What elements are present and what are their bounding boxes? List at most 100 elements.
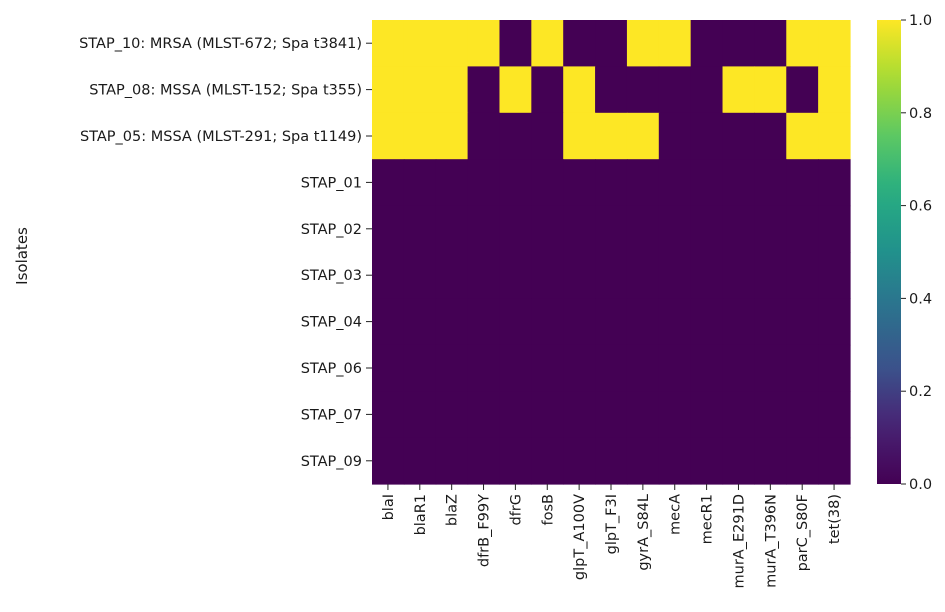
- heatmap-cell: [499, 344, 532, 392]
- heatmap-cell: [722, 252, 755, 299]
- heatmap-cell: [786, 205, 819, 253]
- heatmap-cell: [595, 205, 628, 253]
- heatmap-cell: [595, 391, 628, 439]
- heatmap-cell: [595, 437, 628, 485]
- heatmap-cell: [786, 20, 819, 67]
- heatmap-cell: [626, 252, 660, 299]
- heatmap-cell: [690, 159, 724, 207]
- heatmap-cell: [754, 112, 787, 160]
- heatmap-cell: [595, 112, 628, 160]
- heatmap-cell: [658, 205, 692, 253]
- heatmap-cell: [372, 112, 405, 160]
- colorbar-tick-label: 0.8: [909, 106, 932, 122]
- x-tick-label: dfrG: [508, 494, 524, 526]
- heatmap-cell: [818, 298, 851, 346]
- heatmap-cell: [626, 391, 660, 439]
- heatmap-cell: [818, 391, 851, 439]
- heatmap-cell: [435, 252, 469, 299]
- heatmap-cell: [818, 344, 851, 392]
- x-tick-label: murA_E291D: [731, 494, 747, 588]
- heatmap-cell: [626, 112, 660, 160]
- heatmap-cell: [403, 298, 437, 346]
- heatmap-cell: [658, 159, 692, 207]
- x-tick-label: tet(38): [827, 494, 843, 544]
- x-tick-label: fosB: [540, 494, 556, 525]
- heatmap-cell: [531, 66, 564, 114]
- colorbar-tick-label: 0.2: [909, 384, 932, 400]
- colorbar-tick-label: 0.0: [909, 477, 932, 493]
- heatmap-cell: [531, 437, 564, 485]
- heatmap-cell: [499, 391, 532, 439]
- heatmap-cell: [372, 437, 405, 485]
- heatmap-cell: [626, 159, 660, 207]
- x-tick-label: glpT_F3I: [604, 494, 620, 554]
- heatmap-cell: [372, 20, 405, 67]
- heatmap-cell: [372, 298, 405, 346]
- heatmap-cell: [786, 298, 819, 346]
- heatmap-cell: [818, 252, 851, 299]
- colorbar-tick-label: 0.6: [909, 199, 932, 215]
- y-tick-label: STAP_06: [301, 361, 362, 377]
- y-axis-label: Isolates: [13, 227, 31, 285]
- heatmap-cell: [467, 205, 501, 253]
- x-tick-label: mecR1: [700, 494, 716, 544]
- y-tick-label: STAP_03: [301, 268, 362, 284]
- heatmap-cell: [818, 205, 851, 253]
- heatmap-cell: [467, 159, 501, 207]
- heatmap-cell: [403, 20, 437, 67]
- heatmap-cell: [595, 252, 628, 299]
- heatmap-cell: [531, 159, 564, 207]
- heatmap-cell: [403, 112, 437, 160]
- heatmap-cell: [786, 252, 819, 299]
- heatmap-cell: [467, 437, 501, 485]
- heatmap-cell: [499, 437, 532, 485]
- y-tick-label: STAP_01: [301, 175, 362, 191]
- heatmap-cell: [754, 20, 787, 67]
- heatmap-cell: [658, 298, 692, 346]
- x-tick-label: mecA: [668, 494, 684, 535]
- heatmap-cell: [754, 252, 787, 299]
- heatmap-cell: [563, 391, 596, 439]
- x-axis: blaI blaR1 blaZ dfrB_F99Y dfrG fosB glpT_A100V…: [381, 484, 843, 588]
- heatmap-cell: [722, 391, 755, 439]
- heatmap-cell: [690, 391, 724, 439]
- heatmap-cell: [722, 159, 755, 207]
- heatmap-cell: [722, 112, 755, 160]
- heatmap-cell: [595, 344, 628, 392]
- colorbar: 0.0 0.2 0.4 0.6 0.8 1.0: [877, 13, 932, 493]
- heatmap-cell: [754, 344, 787, 392]
- heatmap-cell: [722, 205, 755, 253]
- heatmap-cell: [595, 66, 628, 114]
- heatmap-cell: [626, 298, 660, 346]
- y-tick-label: STAP_02: [301, 222, 362, 238]
- heatmap-cell: [626, 205, 660, 253]
- heatmap-cell: [754, 391, 787, 439]
- heatmap-cell: [499, 159, 532, 207]
- y-tick-label: STAP_05: MSSA (MLST-291; Spa t1149): [80, 129, 362, 145]
- y-tick-label: STAP_04: [301, 315, 362, 331]
- x-tick-label: dfrB_F99Y: [477, 494, 493, 567]
- y-axis: STAP_10: MRSA (MLST-672; Spa t3841) STAP_…: [79, 36, 372, 470]
- heatmap-cell: [818, 20, 851, 67]
- heatmap-cell: [372, 391, 405, 439]
- heatmap-cell: [786, 391, 819, 439]
- heatmap-cell: [626, 344, 660, 392]
- heatmap-cell: [372, 344, 405, 392]
- heatmap-cell: [786, 344, 819, 392]
- heatmap-cell: [690, 112, 724, 160]
- heatmap-cell: [531, 344, 564, 392]
- heatmap-cell: [690, 205, 724, 253]
- x-tick-label: blaZ: [445, 494, 461, 526]
- heatmap-cell: [754, 437, 787, 485]
- heatmap-cell: [658, 20, 692, 67]
- y-tick-label: STAP_09: [301, 454, 362, 470]
- x-tick-label: blaR1: [413, 494, 429, 535]
- heatmap-cell: [658, 344, 692, 392]
- heatmap-cell: [403, 252, 437, 299]
- heatmap-cell: [467, 344, 501, 392]
- heatmap-cell: [531, 298, 564, 346]
- heatmap-cell: [467, 252, 501, 299]
- heatmap-cell: [595, 159, 628, 207]
- colorbar-gradient: [877, 20, 901, 484]
